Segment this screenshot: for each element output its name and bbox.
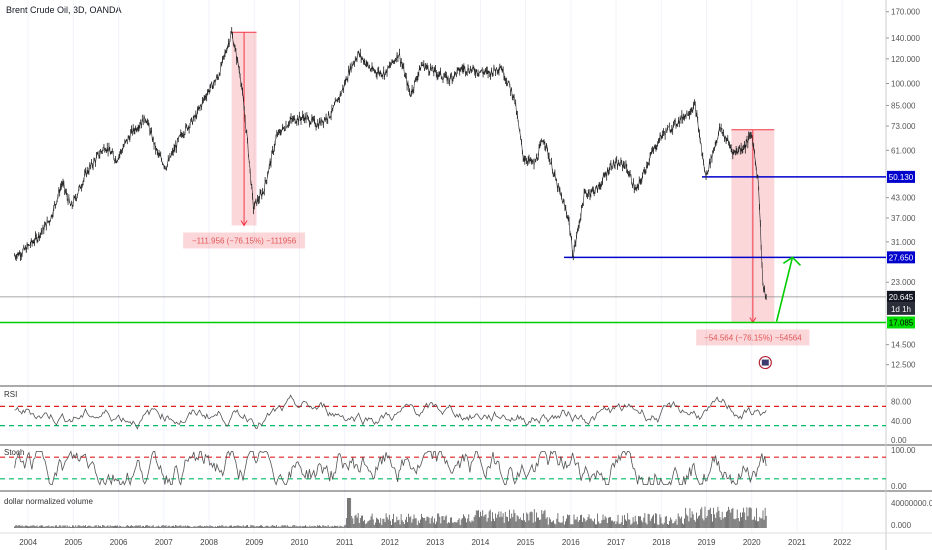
indicator-name: RSI — [4, 390, 17, 399]
price-series-layer — [14, 27, 767, 300]
indicator-line — [14, 394, 767, 430]
grid-layer — [27, 0, 843, 532]
price-axis: 170.000 140.000 120.000 100.000 85.000 73.000… — [886, 8, 920, 370]
projection-arrowhead — [782, 256, 801, 266]
volume-pane: dollar normalized volume 40000000.000 0.00… — [4, 497, 932, 530]
measurement-layer: −111.956 (−76.15%) −111956 −54.564 (−76.1… — [183, 31, 810, 346]
x-tick-label: 2008 — [200, 538, 218, 547]
projection-arrow-layer — [775, 256, 801, 322]
y-tick-label: 100.000 — [891, 79, 920, 88]
x-tick-label: 2012 — [381, 538, 399, 547]
x-tick-label: 2015 — [517, 538, 535, 547]
horizontal-lines-layer — [0, 176, 886, 324]
time-axis: 2004 2005 2006 2007 2008 2009 2010 2011 2012 2013… — [19, 538, 851, 547]
y-tick-label: 31.000 — [891, 238, 916, 247]
projection-arrow — [775, 257, 794, 322]
y-tick-label: 61.000 — [891, 146, 916, 155]
x-tick-label: 2011 — [336, 538, 354, 547]
x-tick-label: 2020 — [743, 538, 761, 547]
x-tick-label: 2004 — [19, 538, 37, 547]
x-tick-label: 2016 — [562, 538, 580, 547]
price-tag — [887, 251, 915, 264]
indicator-tick-label: 0.000 — [891, 521, 912, 530]
x-tick-label: 2007 — [155, 538, 173, 547]
x-tick-label: 2021 — [788, 538, 806, 547]
x-tick-label: 2019 — [698, 538, 716, 547]
indicator-tick-label: 0.00 — [891, 482, 907, 491]
indicator-tick-label: 100.00 — [891, 446, 916, 455]
price-tag — [887, 316, 915, 329]
price-tag-label: 50.130 — [889, 173, 914, 182]
countdown-tag — [887, 302, 915, 315]
y-tick-label: 73.000 — [891, 122, 916, 131]
price-tag — [887, 170, 915, 183]
x-tick-label: 2018 — [652, 538, 670, 547]
y-tick-label: 140.000 — [891, 34, 920, 43]
price-tag — [887, 290, 915, 303]
price-tags-layer: 50.130 27.650 17.085 20.645 1d 1h — [758, 170, 915, 370]
indicator-tick-label: 80.00 — [891, 398, 912, 407]
price-line — [14, 30, 767, 299]
y-tick-label: 23.000 — [891, 278, 916, 287]
x-tick-label: 2005 — [64, 538, 82, 547]
x-tick-label: 2009 — [245, 538, 263, 547]
measure-label-box — [696, 329, 810, 346]
y-tick-label: 14.500 — [891, 341, 916, 350]
x-tick-label: 2017 — [607, 538, 625, 547]
measure-label-box — [183, 232, 305, 249]
indicator-name: dollar normalized volume — [4, 497, 93, 506]
rsi-pane: RSI 80.00 40.00 0.00 — [0, 390, 912, 445]
indicator-tick-label: 40.00 — [891, 417, 912, 426]
measure-arrowhead — [240, 220, 248, 227]
measure-label: −54.564 (−76.15%) −54564 — [704, 333, 802, 342]
indicator-name: Stoch — [4, 448, 24, 457]
y-tick-label: 120.000 — [891, 55, 920, 64]
price-tag-label: 17.085 — [889, 318, 914, 327]
x-tick-label: 2022 — [833, 538, 851, 547]
measure-label: −111.956 (−76.15%) −111956 — [192, 236, 297, 245]
price-tag-label: 27.650 — [889, 253, 914, 262]
y-tick-label: 170.000 — [891, 8, 920, 17]
indicator-tick-label: 0.00 — [891, 436, 907, 445]
x-tick-label: 2014 — [471, 538, 489, 547]
x-tick-label: 2010 — [291, 538, 309, 547]
countdown-label: 1d 1h — [891, 305, 911, 314]
y-tick-label: 85.000 — [891, 101, 916, 110]
chart-title: Brent Crude Oil, 3D, OANDA — [6, 5, 122, 15]
x-tick-label: 2013 — [426, 538, 444, 547]
indicator-line — [14, 450, 767, 487]
price-tag-label: 20.645 — [889, 293, 914, 302]
indicator-tick-label: 40000000.000 — [891, 499, 932, 508]
event-flag-icon-inner — [761, 359, 769, 366]
y-tick-label: 12.500 — [891, 361, 916, 370]
y-tick-label: 37.000 — [891, 214, 916, 223]
y-tick-label: 43.000 — [891, 194, 916, 203]
stoch-pane: Stoch 100.00 0.00 — [0, 446, 916, 491]
x-tick-label: 2006 — [110, 538, 128, 547]
